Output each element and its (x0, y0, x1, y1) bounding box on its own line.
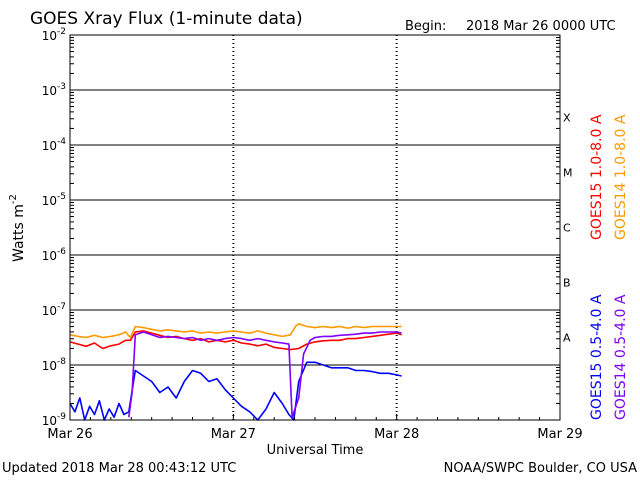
legend-entry: GOES14 1.0-8.0 A (613, 114, 629, 240)
legend: GOES15 1.0-8.0 A GOES14 1.0-8.0 A GOES15 0… (589, 114, 629, 420)
flare-class-label: C (563, 222, 571, 235)
flare-class-label: X (563, 112, 571, 125)
y-axis-label: Watts m-2 (8, 194, 27, 262)
x-tick-label: Mar 28 (374, 427, 419, 442)
legend-entry: GOES14 0.5-4.0 A (613, 294, 629, 420)
grid-layer (70, 35, 560, 420)
y-tick-label: 10-4 (42, 137, 67, 153)
x-tick-label: Mar 29 (537, 427, 582, 442)
flare-class-label: B (563, 277, 571, 290)
x-tick-label: Mar 26 (47, 427, 92, 442)
flare-class-label: M (563, 167, 573, 180)
y-tick-label: 10-5 (42, 192, 66, 208)
x-axis-label: Universal Time (267, 443, 364, 458)
y-tick-label: 10-3 (42, 82, 66, 98)
x-tick-label: Mar 27 (211, 427, 256, 442)
y-tick-label: 10-6 (42, 247, 67, 263)
y-tick-label: 10-8 (42, 357, 67, 373)
legend-entry: GOES15 0.5-4.0 A (589, 294, 605, 420)
y-tick-label: 10-9 (42, 412, 67, 428)
series-line (69, 322, 402, 339)
series-layer (69, 322, 402, 421)
begin-value: 2018 Mar 26 0000 UTC (466, 19, 616, 34)
chart-title: GOES Xray Flux (1-minute data) (30, 9, 303, 29)
series-line (128, 331, 402, 419)
y-tick-label: 10-7 (42, 302, 66, 318)
y-tick-label: 10-2 (42, 27, 66, 43)
series-line (69, 330, 402, 351)
data-source: NOAA/SWPC Boulder, CO USA (444, 461, 637, 476)
plot-frame (69, 34, 561, 421)
axis-layer: 10-9 10-8 10-7 10-6 10-5 10-4 10-3 10-2 Mar 26 Ma… (42, 27, 583, 442)
begin-label: Begin: (405, 19, 446, 34)
series-line (69, 361, 402, 421)
flare-class-label: A (563, 332, 571, 345)
legend-entry: GOES15 1.0-8.0 A (589, 114, 605, 240)
updated-timestamp: Updated 2018 Mar 28 00:43:12 UTC (2, 461, 236, 476)
